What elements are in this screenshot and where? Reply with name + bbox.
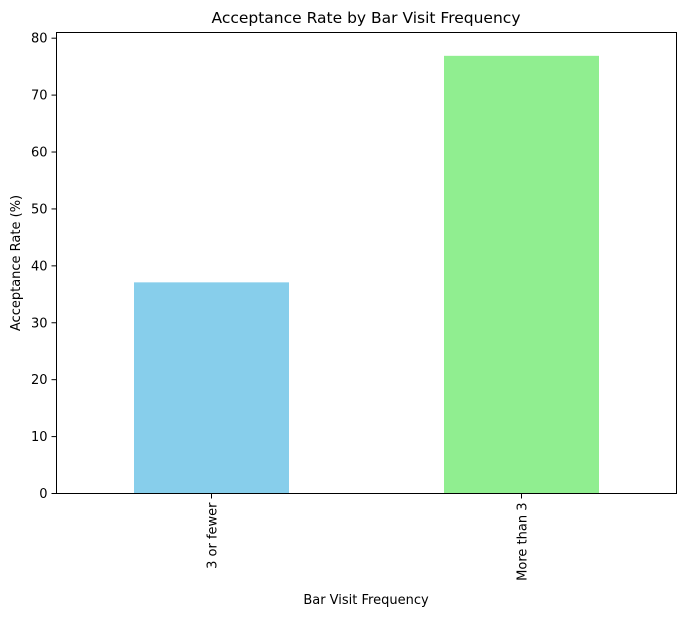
y-tick-label: 60 <box>31 146 48 161</box>
y-tick-label: 40 <box>31 259 48 274</box>
bars-layer <box>134 55 599 494</box>
y-tick-label: 0 <box>39 487 47 502</box>
x-tick-label: More than 3 <box>516 503 531 581</box>
bar-3-or-fewer <box>134 282 289 494</box>
chart-title: Acceptance Rate by Bar Visit Frequency <box>211 9 520 27</box>
y-tick-label: 80 <box>31 32 48 47</box>
y-tick-label: 50 <box>31 202 48 217</box>
y-tick-label: 20 <box>31 373 48 388</box>
y-tick-label: 10 <box>31 430 48 445</box>
y-axis-ticks: 0 10 20 30 40 50 60 70 80 <box>31 32 57 502</box>
bar-more-than-3 <box>444 55 599 494</box>
plot-frame <box>56 32 677 494</box>
x-tick-label: 3 or fewer <box>206 502 221 569</box>
x-axis-ticks: 3 or fewer More than 3 <box>206 493 531 581</box>
y-tick-label: 70 <box>31 89 48 104</box>
y-tick-label: 30 <box>31 316 48 331</box>
y-axis-title: Acceptance Rate (%) <box>9 195 24 331</box>
x-axis-title: Bar Visit Frequency <box>303 593 429 608</box>
